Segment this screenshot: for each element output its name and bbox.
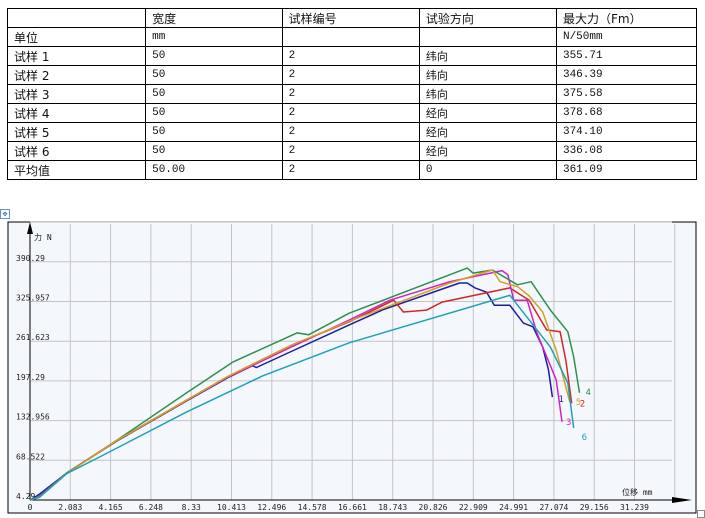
table-cell: 50 bbox=[145, 122, 283, 142]
table-cell: 纬向 bbox=[418, 46, 557, 66]
table-cell: 50 bbox=[145, 141, 283, 161]
column-header: 宽度 bbox=[145, 8, 283, 28]
table-cell: 纬向 bbox=[418, 84, 557, 104]
table-cell: 378.68 bbox=[555, 103, 698, 123]
x-tick-label: 4.165 bbox=[99, 503, 123, 512]
table-cell: 2 bbox=[281, 84, 420, 104]
series-label-1: 1 bbox=[558, 395, 563, 405]
table-row: 试样 1 50 2 纬向 355.71 bbox=[6, 46, 698, 66]
x-tick-label: 0 bbox=[28, 503, 33, 512]
table-cell: 336.08 bbox=[555, 141, 698, 161]
table-cell: mm bbox=[145, 27, 283, 47]
table-cell: 375.58 bbox=[555, 84, 698, 104]
series-label-2: 2 bbox=[580, 399, 585, 409]
table-cell: 50 bbox=[145, 103, 283, 123]
table-cell: 50.00 bbox=[145, 160, 283, 180]
series-label-5: 5 bbox=[576, 398, 581, 408]
table-cell: 试样 5 bbox=[6, 122, 147, 142]
y-tick-label: 197.29 bbox=[16, 373, 45, 382]
table-cell: 2 bbox=[281, 65, 420, 85]
table-cell: 374.10 bbox=[555, 122, 698, 142]
y-tick-label: 390.29 bbox=[16, 254, 45, 263]
results-table: 宽度 试样编号 试验方向 最大力（Fm） 单位 mm N/50mm 试样 1 50 2 纬向 355.… bbox=[6, 8, 698, 180]
x-tick-label: 2.083 bbox=[58, 503, 82, 512]
x-tick-label: 14.578 bbox=[298, 503, 327, 512]
y-tick-label: 261.623 bbox=[16, 333, 50, 342]
series-label-4: 4 bbox=[585, 388, 590, 398]
x-tick-label: 16.661 bbox=[338, 503, 367, 512]
table-cell: 试样 1 bbox=[6, 46, 147, 66]
table-cell: 试样 3 bbox=[6, 84, 147, 104]
table-cell: 346.39 bbox=[555, 65, 698, 85]
table-row: 试样 4 50 2 经向 378.68 bbox=[6, 103, 698, 123]
x-tick-label: 27.074 bbox=[539, 503, 568, 512]
table-header-row: 宽度 试样编号 试验方向 最大力（Fm） bbox=[6, 8, 698, 28]
series-line-6 bbox=[29, 294, 575, 501]
table-cell: 平均值 bbox=[6, 160, 147, 180]
x-tick-label: 24.991 bbox=[499, 503, 528, 512]
table-row: 试样 6 50 2 经向 336.08 bbox=[6, 141, 698, 161]
table-cell: 50 bbox=[145, 65, 283, 85]
table-cell: 50 bbox=[145, 84, 283, 104]
y-axis-title: 力 N bbox=[34, 232, 52, 242]
table-cell: 355.71 bbox=[555, 46, 698, 66]
table-cell: 2 bbox=[281, 122, 420, 142]
y-axis-arrow-icon bbox=[27, 222, 33, 234]
series-label-6: 6 bbox=[582, 433, 587, 443]
table-cell: 经向 bbox=[418, 141, 557, 161]
table-row: 试样 5 50 2 经向 374.10 bbox=[6, 122, 698, 142]
x-tick-label: 6.248 bbox=[139, 503, 163, 512]
series-line-5 bbox=[29, 269, 571, 501]
x-tick-label: 20.826 bbox=[419, 503, 448, 512]
table-row: 试样 2 50 2 纬向 346.39 bbox=[6, 65, 698, 85]
y-tick-label: 4.29 bbox=[16, 492, 35, 501]
y-tick-label: 325.957 bbox=[16, 294, 50, 303]
table-cell: 纬向 bbox=[418, 65, 557, 85]
move-handle-icon[interactable]: ✥ bbox=[0, 209, 10, 219]
table-cell bbox=[418, 27, 557, 47]
table-cell: 0 bbox=[418, 160, 557, 180]
x-tick-label: 10.413 bbox=[217, 503, 246, 512]
table-cell: 2 bbox=[281, 160, 420, 180]
table-cell: 2 bbox=[281, 103, 420, 123]
column-header: 最大力（Fm） bbox=[555, 8, 698, 28]
table-cell: 2 bbox=[281, 141, 420, 161]
table-cell: 2 bbox=[281, 46, 420, 66]
x-tick-label: 12.496 bbox=[257, 503, 286, 512]
table-cell: 经向 bbox=[418, 122, 557, 142]
table-cell: 单位 bbox=[6, 27, 147, 47]
x-axis-arrow-icon bbox=[672, 497, 692, 503]
table-row: 平均值 50.00 2 0 361.09 bbox=[6, 160, 698, 180]
force-displacement-chart: 0 2.083 4.165 6.248 8.33 10.413 12.496 14.578 16… bbox=[7, 221, 697, 514]
x-tick-label: 22.909 bbox=[459, 503, 488, 512]
column-header: 试样编号 bbox=[281, 8, 420, 28]
table-cell: 361.09 bbox=[555, 160, 698, 180]
table-cell: 试样 2 bbox=[6, 65, 147, 85]
x-tick-label: 31.239 bbox=[620, 503, 649, 512]
table-row: 试样 3 50 2 纬向 375.58 bbox=[6, 84, 698, 104]
table-cell bbox=[281, 27, 420, 47]
y-tick-label: 68.522 bbox=[16, 452, 45, 461]
y-tick-label: 132.956 bbox=[16, 413, 50, 422]
table-cell: 试样 4 bbox=[6, 103, 147, 123]
table-row: 单位 mm N/50mm bbox=[6, 27, 698, 47]
column-header bbox=[6, 8, 147, 28]
table-cell: 试样 6 bbox=[6, 141, 147, 161]
column-header: 试验方向 bbox=[418, 8, 557, 28]
table-cell: 50 bbox=[145, 46, 283, 66]
x-axis-title: 位移 mm bbox=[622, 487, 653, 497]
x-tick-label: 29.156 bbox=[580, 503, 609, 512]
x-tick-label: 8.33 bbox=[182, 503, 201, 512]
table-cell: N/50mm bbox=[555, 27, 698, 47]
series-label-3: 3 bbox=[566, 418, 571, 428]
x-tick-label: 18.743 bbox=[378, 503, 407, 512]
table-cell: 经向 bbox=[418, 103, 557, 123]
